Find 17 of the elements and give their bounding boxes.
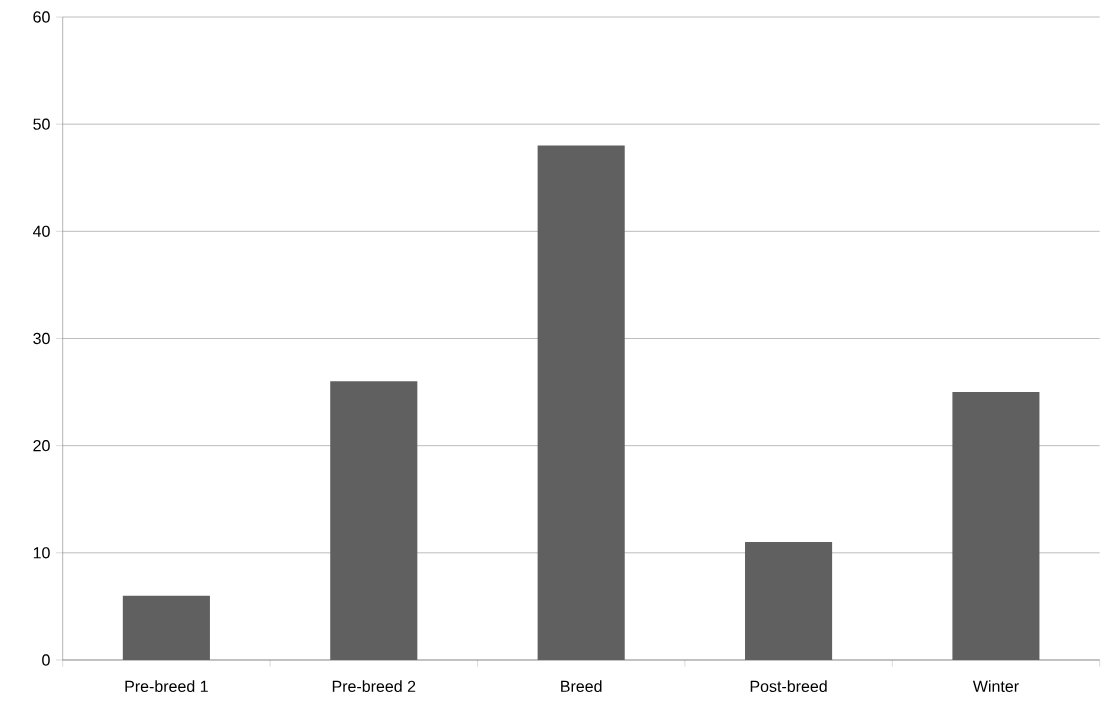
x-tick-label: Pre-breed 2	[332, 680, 416, 692]
bar	[122, 595, 210, 660]
y-tick-label: 30	[33, 332, 50, 345]
y-tick-label: 0	[42, 654, 50, 666]
bar	[952, 392, 1040, 660]
x-tick-label: Breed	[561, 680, 602, 692]
y-tick-label: 50	[33, 118, 50, 130]
y-tick-label: 10	[33, 547, 50, 559]
bar	[537, 145, 625, 660]
y-tick-label: 40	[32, 225, 50, 237]
bar	[330, 381, 418, 660]
x-tick-label: Pre-breed 1	[125, 680, 208, 692]
y-tick-label: 20	[33, 440, 50, 452]
x-tick-label: Winter	[972, 680, 1019, 692]
bar	[745, 542, 833, 660]
y-tick-label: 60	[33, 11, 50, 23]
x-tick-label: Post-breed	[750, 680, 827, 692]
